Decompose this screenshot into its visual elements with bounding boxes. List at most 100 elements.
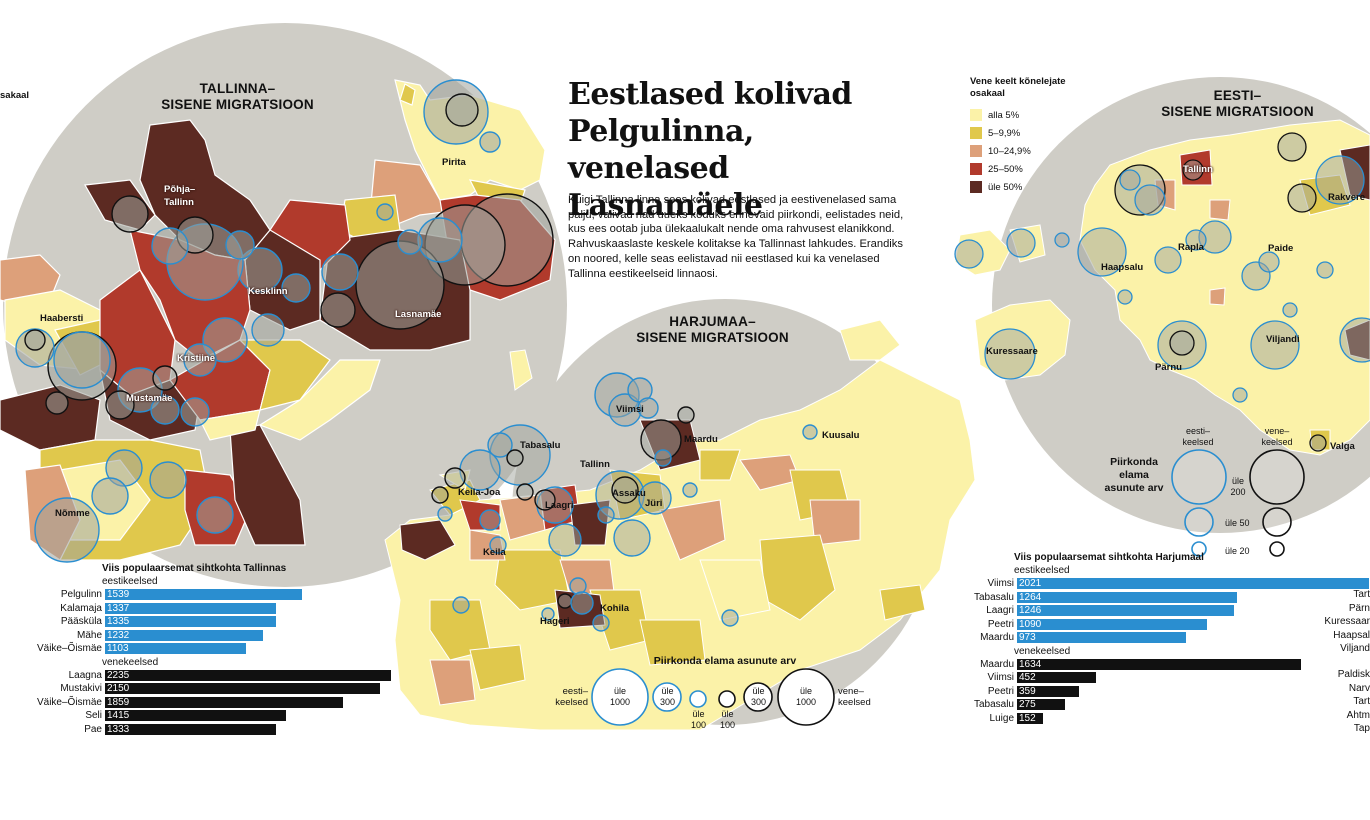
harju-size-label: üle 300 <box>659 686 676 707</box>
cut-label: Haapsal <box>1333 629 1370 641</box>
cut-label: Tart <box>1353 589 1370 600</box>
harjumaa-size-legend-circles <box>591 668 835 726</box>
bar-category-label: Peetri <box>987 685 1014 697</box>
harjumaa-bar-chart: Viis populaarsemat sihtkohta Harjumaal ee… <box>955 552 1369 725</box>
cut-label: Tart <box>1353 696 1370 707</box>
place-label: Paide <box>1268 243 1294 254</box>
bar-row: Tabasalu 275 <box>955 698 1369 712</box>
bar-row: Maardu 1634 <box>955 658 1369 672</box>
bar-category-label: Laagna <box>68 669 102 681</box>
harju-size-left-label: eesti–keelsed <box>555 686 588 708</box>
bar-row: Peetri 359 <box>955 685 1369 699</box>
harju-size-right-label: vene–keelsed <box>838 686 871 708</box>
eesti-size-legend-circles <box>1171 449 1305 557</box>
legend-swatch <box>970 145 982 157</box>
bar-chart-title: Viis populaarsemat sihtkohta Harjumaal <box>1014 552 1204 563</box>
bar-category-label: Viimsi <box>987 672 1014 684</box>
cut-labels-group2: Paldisk Narv Tart Ahtm Tap <box>1338 668 1370 736</box>
series-label: venekeelsed <box>1014 645 1071 657</box>
bar-category-label: Luige <box>989 712 1014 724</box>
lead-paragraph: Kuigi Tallinna linna sees kolivad eestla… <box>568 194 904 280</box>
series-label: eestikeelsed <box>1014 565 1070 576</box>
bar-row: Laagri 1246 <box>955 604 1369 618</box>
place-label: Tabasalu <box>520 440 561 451</box>
eesti-size-label: üle 200 <box>1230 476 1246 497</box>
legend-item: üle 50% <box>970 178 1070 196</box>
bar-category-label: Viimsi <box>987 578 1014 590</box>
place-label: Kesklinn <box>248 286 288 297</box>
place-label: Tallinn <box>1183 164 1213 175</box>
bar-category-label: Kalamaja <box>60 602 102 614</box>
place-label: Nõmme <box>55 508 90 519</box>
place-label: Laagri <box>545 500 574 511</box>
eesti-title-line2: SISENE MIGRATSIOON <box>1161 104 1314 119</box>
bar: 2235 <box>105 669 392 681</box>
bar: 1335 <box>105 616 276 628</box>
harju-size-legend-title: Piirkonda elama asunute arv <box>653 655 797 667</box>
harjumaa-title-line2: SISENE MIGRATSIOON <box>636 330 789 345</box>
estonia-migration-circles <box>954 132 1370 452</box>
harju-size-label: üle 1000 <box>609 686 631 707</box>
place-label: Rakvere <box>1328 192 1365 203</box>
bar-row: Viimsi 452 <box>955 671 1369 685</box>
bar-category-label: Pae <box>84 723 102 735</box>
eesti-title-line1: EESTI– <box>1213 88 1262 103</box>
cut-label: Paldisk <box>1337 669 1370 680</box>
place-label: Assaku <box>612 488 646 499</box>
cut-label: Tap <box>1353 723 1370 734</box>
bar-row: Kalamaja 1337 <box>0 602 391 616</box>
eesti-size-label: üle 20 <box>1225 546 1250 556</box>
place-label: Jüri <box>645 498 663 509</box>
bar: 359 <box>1017 685 1080 697</box>
place-label: Pärnu <box>1155 362 1182 373</box>
bar-category-label: Peetri <box>987 618 1014 630</box>
harju-size-label: üle 300 <box>750 686 767 707</box>
legend-swatch <box>970 181 982 193</box>
bar-category-label: Laagri <box>986 605 1014 617</box>
place-label: Haabersti <box>40 313 84 324</box>
bar: 1264 <box>1017 591 1237 603</box>
place-label: Viljandi <box>1266 334 1300 345</box>
cut-label: Viljand <box>1340 643 1370 654</box>
cut-label: Pärn <box>1348 602 1370 614</box>
place-label: Hageri <box>540 616 570 627</box>
tallinn-title-line1: TALLINNA– <box>199 81 276 96</box>
bar: 1415 <box>105 710 287 722</box>
harju-size-label: üle 1000 <box>795 686 817 707</box>
bar: 1232 <box>105 629 263 641</box>
bar-row: Pelgulinn 1539 <box>0 588 391 602</box>
series-label: venekeelsed <box>102 656 159 668</box>
bar-row: Viimsi 2021 <box>955 577 1369 591</box>
bar-row: Laagna 2235 <box>0 669 392 683</box>
eesti-size-vene-label: vene–keelsed <box>1261 426 1293 447</box>
bar-chart-title: Viis populaarsemat sihtkohta Tallinnas <box>102 563 287 574</box>
tallinn-bar-chart: Viis populaarsemat sihtkohta Tallinnas ee… <box>0 563 392 736</box>
place-label: Tallinn <box>164 197 194 208</box>
bar-category-label: Tabasalu <box>973 591 1014 603</box>
bar-row: Tabasalu 1264 <box>955 591 1369 605</box>
place-label: Keila <box>483 547 506 558</box>
place-label: Maardu <box>684 434 718 445</box>
bar: 2021 <box>1017 578 1369 590</box>
legend-item: 10–24,9% <box>970 142 1070 160</box>
legend-swatch <box>970 163 982 175</box>
bar-row: Pääsküla 1335 <box>0 615 391 629</box>
eesti-size-legend-title: Piirkonda elama asunute arv <box>1104 456 1164 494</box>
bar-row: Väike–Õismäe 1103 <box>0 642 391 656</box>
bar: 275 <box>1017 699 1065 711</box>
harjumaa-title-line1: HARJUMAA– <box>669 314 756 329</box>
place-label: Keila-Joa <box>458 487 501 498</box>
bar-category-label: Pääsküla <box>60 616 102 628</box>
eesti-size-eesti-label: eesti–keelsed <box>1182 426 1214 447</box>
place-label: Rapla <box>1178 242 1204 253</box>
place-label: Pirita <box>442 157 466 168</box>
bar: 1103 <box>105 643 247 655</box>
bar: 1539 <box>105 589 302 601</box>
legend-swatch <box>970 127 982 139</box>
bar-row: Mustakivi 2150 <box>0 682 391 696</box>
bar: 973 <box>1017 632 1187 644</box>
bar-row: Seli 1415 <box>0 709 391 723</box>
bar: 1333 <box>105 723 276 735</box>
bar-category-label: Väike–Õismäe <box>36 643 102 655</box>
